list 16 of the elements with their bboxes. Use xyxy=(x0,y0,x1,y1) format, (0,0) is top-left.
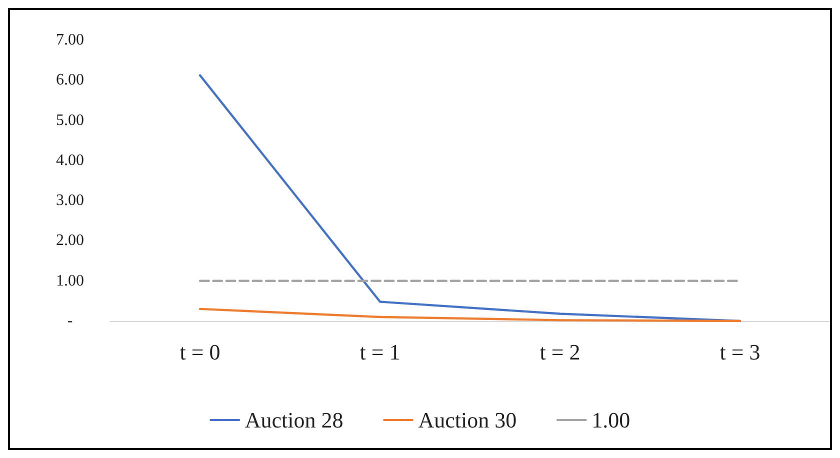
x-tick-label: t = 1 xyxy=(360,340,400,364)
y-tick-label: 4.00 xyxy=(56,152,84,169)
line-series xyxy=(198,308,742,322)
x-tick-label: t = 3 xyxy=(720,340,760,364)
y-tick-label: - xyxy=(67,312,73,330)
y-tick-label: 7.00 xyxy=(56,32,84,48)
y-tick-label: 6.00 xyxy=(56,72,84,89)
y-tick-label: 2.00 xyxy=(56,232,84,250)
x-tick-label: t = 2 xyxy=(540,340,580,364)
y-tick-label: 3.00 xyxy=(56,192,84,210)
legend-label: 1.00 xyxy=(592,408,630,432)
legend-label: Auction 30 xyxy=(418,408,517,432)
y-tick-label: 1.00 xyxy=(56,272,84,290)
x-tick-label: t = 0 xyxy=(180,340,220,364)
legend-label: Auction 28 xyxy=(244,408,344,432)
y-tick-label: 5.00 xyxy=(56,112,84,129)
